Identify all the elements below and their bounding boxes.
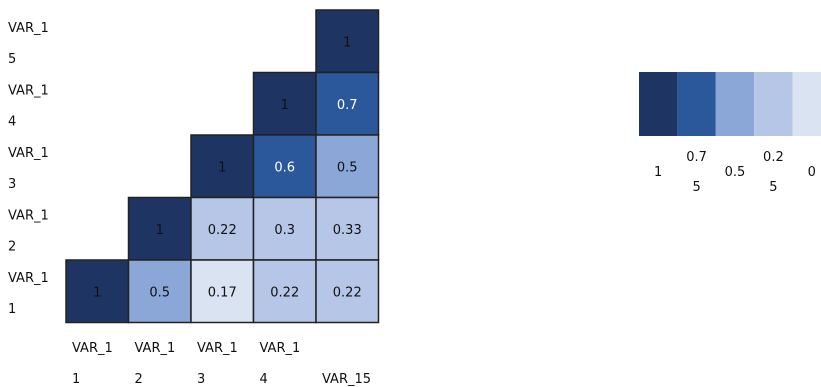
legend-label: 0.5 [725, 165, 746, 180]
heatmap-cell [315, 134, 380, 199]
column-label-line2: 2 [135, 372, 143, 387]
row-label-line1: VAR_1 [8, 21, 49, 36]
cell-value-label: 0.17 [208, 285, 237, 300]
cell-value-label: 0.22 [270, 285, 299, 300]
heatmap-cell [315, 196, 380, 261]
cell-value-label: 0.6 [274, 160, 295, 175]
heatmap-cell [190, 196, 255, 261]
column-label-line1: VAR_1 [135, 341, 176, 356]
column-label-line2: VAR_15 [322, 372, 371, 387]
cell-value-label: 1 [343, 35, 351, 50]
row-label-line2: 1 [8, 302, 16, 317]
cell-value-label: 1 [93, 285, 101, 300]
column-label-line1: VAR_1 [72, 341, 113, 356]
column-label-line2: 4 [260, 372, 268, 387]
cell-value-label: 1 [281, 98, 289, 113]
cell-value-label: 0.22 [333, 285, 362, 300]
cell-value-label: 0.3 [274, 223, 295, 238]
heatmap-cell [252, 71, 317, 136]
legend-label-line2: 5 [692, 180, 700, 195]
legend-swatch [754, 72, 793, 136]
cell-value-label: 0.33 [333, 223, 362, 238]
column-label-line1: VAR_1 [197, 341, 238, 356]
heatmap-cells: 1 1 0.7 1 0.6 0.5 1 0.22 0.3 0.33 1 0.5 0.17 0.22 0.22 [65, 9, 380, 324]
cell-value-label: 0.7 [337, 98, 358, 113]
row-label-line2: 3 [8, 177, 16, 192]
row-labels: VAR_1 5 VAR_1 4 VAR_1 3 VAR_1 2 VAR_1 1 [8, 21, 49, 317]
color-legend: 1 0.7 5 0.5 0.2 5 0 [639, 72, 821, 195]
row-label-line1: VAR_1 [8, 271, 49, 286]
row-label-line2: 4 [8, 115, 16, 130]
row-label-line1: VAR_1 [8, 146, 49, 161]
heatmap-cell [127, 259, 192, 324]
row-label-line1: VAR_1 [8, 209, 49, 224]
legend-swatch [639, 72, 678, 136]
row-label-line1: VAR_1 [8, 84, 49, 99]
legend-label-line1: 0.7 [686, 150, 707, 165]
cell-value-label: 0.5 [337, 160, 358, 175]
legend-swatch [677, 72, 716, 136]
cell-value-label: 0.5 [149, 285, 170, 300]
column-label-line2: 1 [72, 372, 80, 387]
legend-label: 0 [808, 165, 816, 180]
legend-swatch [792, 72, 821, 136]
column-labels: VAR_1 1 VAR_1 2 VAR_1 3 VAR_1 4 VAR_15 [72, 341, 371, 387]
legend-label-line1: 0.2 [763, 150, 784, 165]
heatmap-cell [190, 259, 255, 324]
row-label-line2: 2 [8, 240, 16, 255]
heatmap-cell [315, 9, 380, 74]
legend-label: 1 [654, 165, 662, 180]
cell-value-label: 1 [156, 223, 164, 238]
legend-label-line2: 5 [769, 180, 777, 195]
heatmap-cell [315, 259, 380, 324]
row-label-line2: 5 [8, 52, 16, 67]
heatmap-cell [252, 259, 317, 324]
legend-swatch [715, 72, 755, 136]
cell-value-label: 1 [218, 160, 226, 175]
column-label-line2: 3 [197, 372, 205, 387]
column-label-line1: VAR_1 [260, 341, 301, 356]
cell-value-label: 0.22 [208, 223, 237, 238]
